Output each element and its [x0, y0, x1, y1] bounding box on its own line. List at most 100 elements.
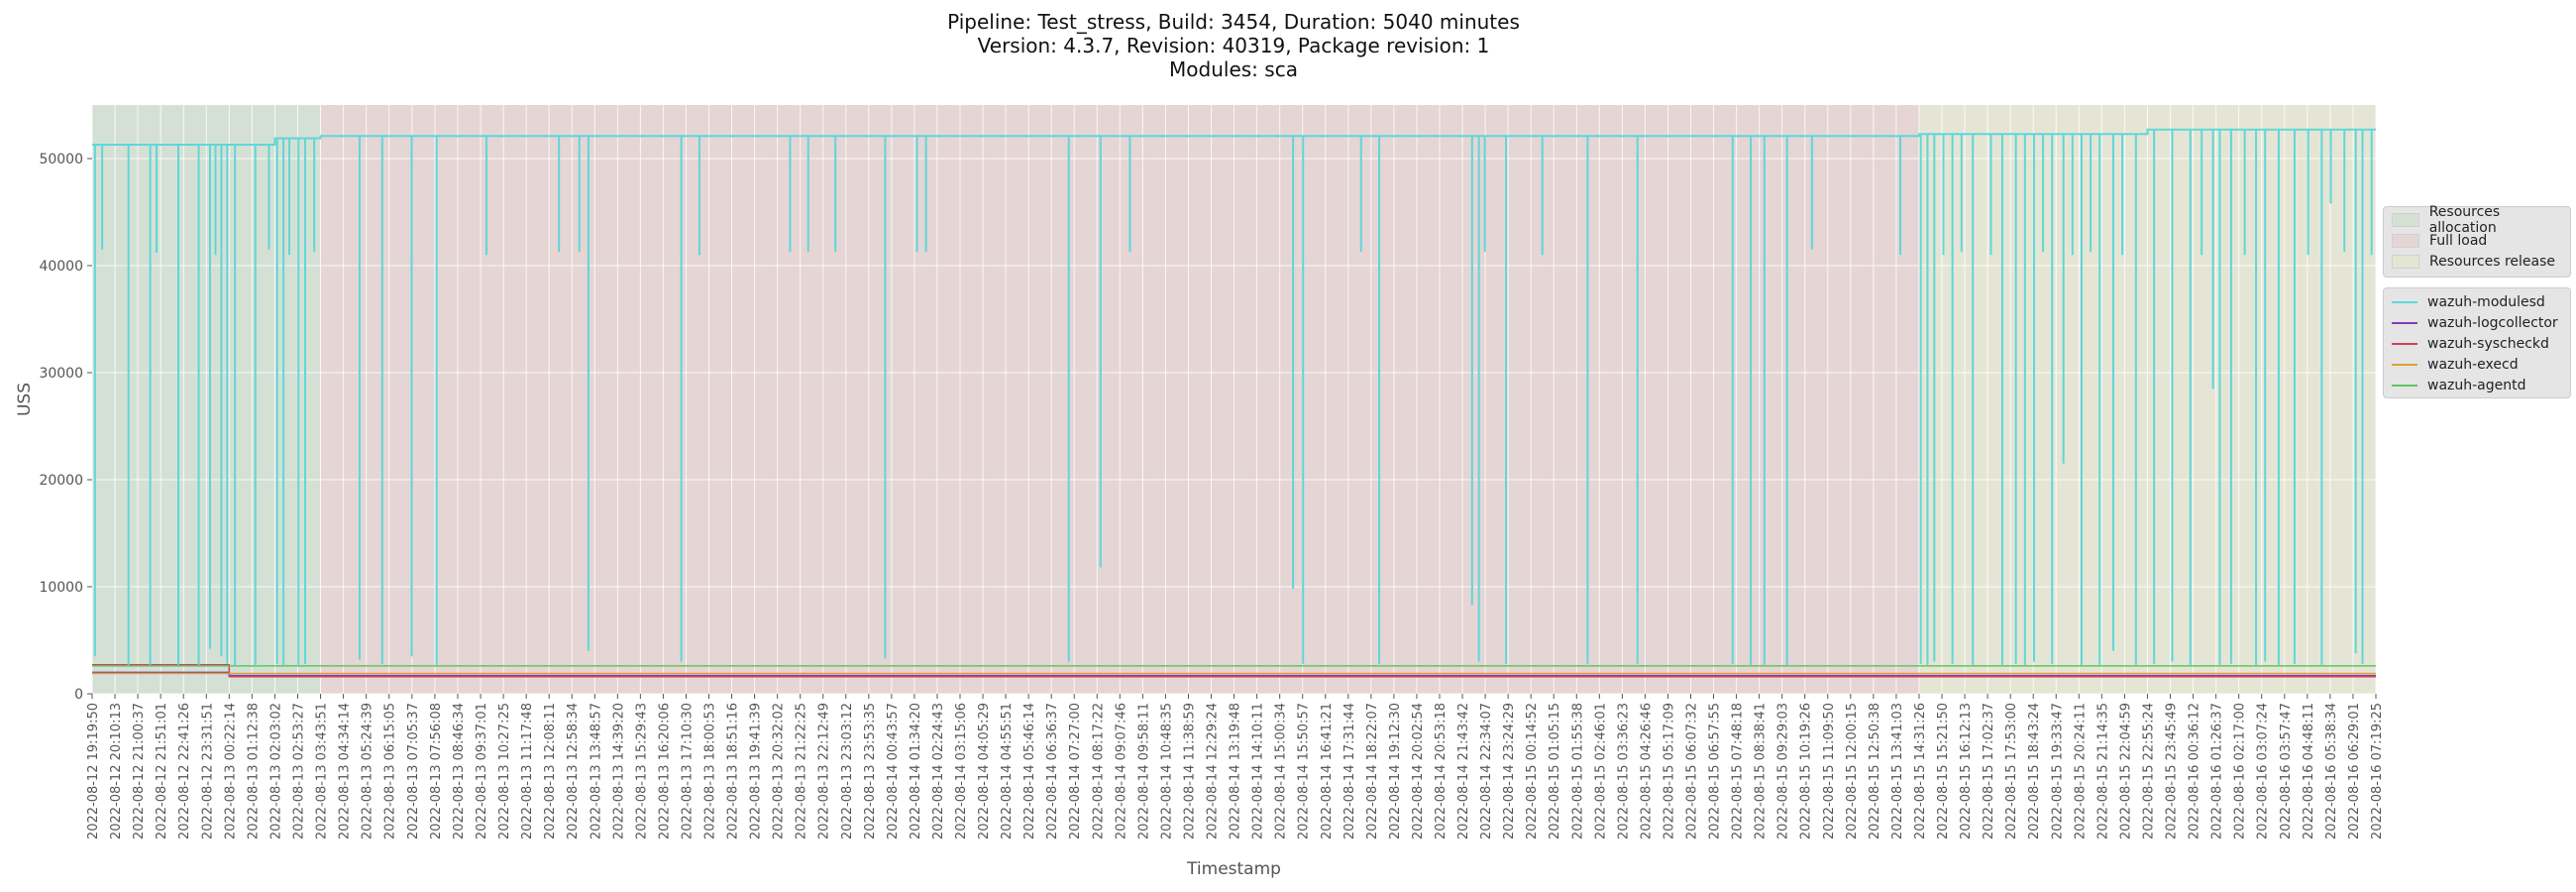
legend-swatch [2392, 213, 2419, 227]
x-tick-label: 2022-08-15 11:09:50 [1822, 703, 1837, 839]
legend-item-wazuh-syscheckd: wazuh-syscheckd [2392, 334, 2549, 354]
x-tick-label: 2022-08-15 22:04:59 [2118, 703, 2133, 839]
legend-swatch [2392, 301, 2417, 303]
x-tick-label: 2022-08-13 00:22:14 [223, 703, 238, 839]
x-tick-label: 2022-08-14 01:34:20 [909, 703, 923, 839]
x-tick-label: 2022-08-13 18:00:53 [703, 703, 718, 839]
x-tick-label: 2022-08-13 06:15:05 [383, 703, 398, 839]
legend-item-resources-allocation: Resources allocation [2392, 204, 2570, 236]
x-tick-label: 2022-08-15 10:19:26 [1799, 703, 1814, 839]
y-tick-label: 50000 [39, 152, 83, 167]
x-tick-label: 2022-08-14 15:00:34 [1274, 703, 1289, 839]
x-tick-label: 2022-08-13 20:32:02 [772, 703, 787, 839]
x-tick-label: 2022-08-14 09:07:46 [1114, 703, 1128, 839]
x-tick-label: 2022-08-15 07:48:18 [1731, 703, 1746, 839]
legend-swatch [2392, 255, 2419, 269]
x-tick-label: 2022-08-14 12:29:24 [1206, 703, 1221, 839]
legend-item-resources-release: Resources release [2392, 252, 2555, 272]
x-tick-label: 2022-08-15 09:29:03 [1776, 703, 1791, 839]
x-tick-label: 2022-08-14 08:17:22 [1091, 703, 1106, 839]
x-tick-label: 2022-08-13 11:17:48 [520, 703, 535, 839]
y-tick-label: 0 [74, 687, 83, 703]
x-tick-label: 2022-08-15 08:38:41 [1754, 703, 1769, 839]
x-tick-label: 2022-08-16 05:38:34 [2324, 703, 2339, 839]
x-tick-label: 2022-08-14 15:50:57 [1297, 703, 1312, 839]
x-tick-label: 2022-08-15 18:43:24 [2027, 703, 2042, 839]
x-tick-label: 2022-08-14 22:34:07 [1479, 703, 1494, 839]
legend-label: Resources allocation [2428, 204, 2501, 236]
y-tick-label: 30000 [39, 366, 83, 382]
x-tick-label: 2022-08-15 13:41:03 [1890, 703, 1905, 839]
x-tick-label: 2022-08-14 03:15:06 [954, 703, 969, 839]
x-tick-label: 2022-08-14 09:58:11 [1136, 703, 1151, 839]
x-tick-label: 2022-08-15 21:14:35 [2095, 703, 2110, 839]
x-tick-label: 2022-08-13 14:39:20 [611, 703, 626, 839]
chart-title-line-2: Version: 4.3.7, Revision: 40319, Package… [977, 34, 1490, 57]
x-tick-label: 2022-08-16 01:26:37 [2210, 703, 2225, 839]
chart-title-line-3: Modules: sca [1169, 57, 1298, 81]
x-tick-label: 2022-08-13 07:05:37 [406, 703, 421, 839]
x-tick-label: 2022-08-15 05:17:09 [1662, 703, 1676, 839]
y-tick-label: 40000 [39, 259, 83, 275]
x-tick-label: 2022-08-14 10:48:35 [1159, 703, 1174, 839]
series-line-wazuh-syscheckd [92, 664, 2376, 678]
x-tick-label: 2022-08-15 17:53:00 [2004, 703, 2019, 839]
x-tick-label: 2022-08-16 03:07:24 [2256, 703, 2271, 839]
x-tick-label: 2022-08-14 02:24:43 [931, 703, 946, 839]
x-tick-label: 2022-08-15 12:50:38 [1868, 703, 1882, 839]
x-tick-label: 2022-08-13 02:03:02 [268, 703, 283, 839]
x-tick-label: 2022-08-14 17:31:44 [1342, 703, 1357, 839]
x-tick-label: 2022-08-13 04:34:14 [338, 703, 353, 839]
x-tick-label: 2022-08-13 16:20:06 [657, 703, 672, 839]
legend-label: wazuh-syscheckd [2427, 336, 2549, 352]
x-tick-label: 2022-08-13 05:24:39 [361, 703, 376, 839]
legend-label: wazuh-logcollector [2427, 315, 2558, 331]
x-tick-label: 2022-08-15 00:14:52 [1525, 703, 1540, 839]
legend-label: Resources release [2429, 254, 2555, 270]
x-tick-label: 2022-08-13 12:58:34 [566, 703, 581, 839]
x-tick-label: 2022-08-14 06:36:37 [1045, 703, 1060, 839]
legend-swatch [2392, 364, 2417, 366]
x-tick-label: 2022-08-16 02:17:00 [2233, 703, 2248, 839]
x-tick-label: 2022-08-16 06:29:01 [2347, 703, 2362, 839]
x-tick-label: 2022-08-13 15:29:43 [634, 703, 649, 839]
x-tick-label: 2022-08-13 18:51:16 [726, 703, 741, 839]
x-tick-label: 2022-08-13 12:08:11 [543, 703, 558, 839]
x-tick-label: 2022-08-16 04:48:11 [2302, 703, 2316, 839]
x-tick-label: 2022-08-13 13:48:57 [589, 703, 603, 839]
x-tick-label: 2022-08-13 08:46:34 [452, 703, 467, 839]
legend-label: wazuh-modulesd [2427, 294, 2545, 310]
x-tick-label: 2022-08-13 21:22:25 [795, 703, 809, 839]
x-tick-label: 2022-08-13 07:56:08 [429, 703, 444, 839]
legend-item-wazuh-agentd: wazuh-agentd [2392, 376, 2526, 395]
x-axis-label: Timestamp [1186, 859, 1281, 879]
legend-swatch [2392, 234, 2419, 248]
x-tick-label: 2022-08-13 19:41:39 [749, 703, 764, 839]
x-tick-label: 2022-08-16 07:19:25 [2370, 703, 2385, 839]
legend-item-wazuh-logcollector: wazuh-logcollector [2392, 313, 2558, 333]
x-tick-label: 2022-08-15 02:46:01 [1593, 703, 1608, 839]
x-tick-label: 2022-08-15 12:00:15 [1845, 703, 1860, 839]
legend-swatch [2392, 322, 2417, 324]
x-tick-label: 2022-08-14 05:46:14 [1022, 703, 1037, 839]
x-tick-label: 2022-08-13 01:12:38 [246, 703, 261, 839]
x-tick-label: 2022-08-14 11:38:59 [1182, 703, 1197, 839]
chart-title-line-1: Pipeline: Test_stress, Build: 3454, Dura… [947, 10, 1520, 34]
x-tick-label: 2022-08-15 17:02:37 [1982, 703, 1996, 839]
x-tick-label: 2022-08-14 14:10:11 [1251, 703, 1266, 839]
x-tick-label: 2022-08-14 19:12:30 [1388, 703, 1403, 839]
x-tick-label: 2022-08-14 21:43:42 [1456, 703, 1471, 839]
y-tick-label: 10000 [39, 580, 83, 596]
x-tick-label: 2022-08-12 20:10:13 [109, 703, 124, 839]
x-tick-label: 2022-08-15 19:33:47 [2050, 703, 2065, 839]
x-tick-label: 2022-08-15 23:45:49 [2165, 703, 2180, 839]
y-axis-label: USS [15, 383, 35, 416]
x-tick-label: 2022-08-15 16:12:13 [1959, 703, 1974, 839]
x-tick-label: 2022-08-12 21:00:37 [132, 703, 147, 839]
x-tick-label: 2022-08-13 22:12:49 [817, 703, 832, 839]
x-tick-label: 2022-08-12 23:31:51 [200, 703, 215, 839]
x-tick-label: 2022-08-15 06:57:55 [1708, 703, 1723, 839]
legend-label: wazuh-execd [2427, 357, 2519, 373]
legend-swatch [2392, 385, 2417, 387]
